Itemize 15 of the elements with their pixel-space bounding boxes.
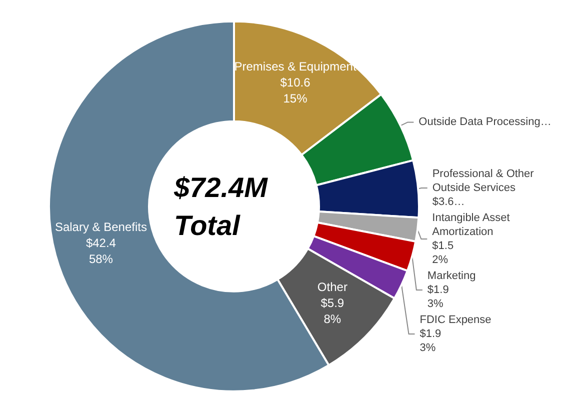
data-label: $1.5 2% — [432, 240, 454, 266]
slice-label: FDIC Expense — [420, 314, 492, 326]
data-label: $5.9 8% — [320, 296, 344, 326]
slice-label: Salary & Benefits — [54, 220, 147, 234]
data-label: $1.9 3% — [427, 284, 449, 310]
slice-label: Intangible Asset Amortization — [432, 212, 513, 238]
data-label: $10.6 15% — [280, 76, 311, 106]
slice-label: Marketing — [427, 270, 476, 282]
slice-label: Professional & Other Outside Services — [432, 168, 537, 194]
text: $72.4M Total — [173, 172, 268, 241]
data-label: $3.6… — [432, 196, 465, 208]
slice-label: Other — [317, 280, 348, 294]
slice-label: Outside Data Processing… — [418, 116, 552, 128]
data-label: $1.9 3% — [420, 328, 442, 354]
data-label: $42.4 58% — [86, 236, 116, 266]
